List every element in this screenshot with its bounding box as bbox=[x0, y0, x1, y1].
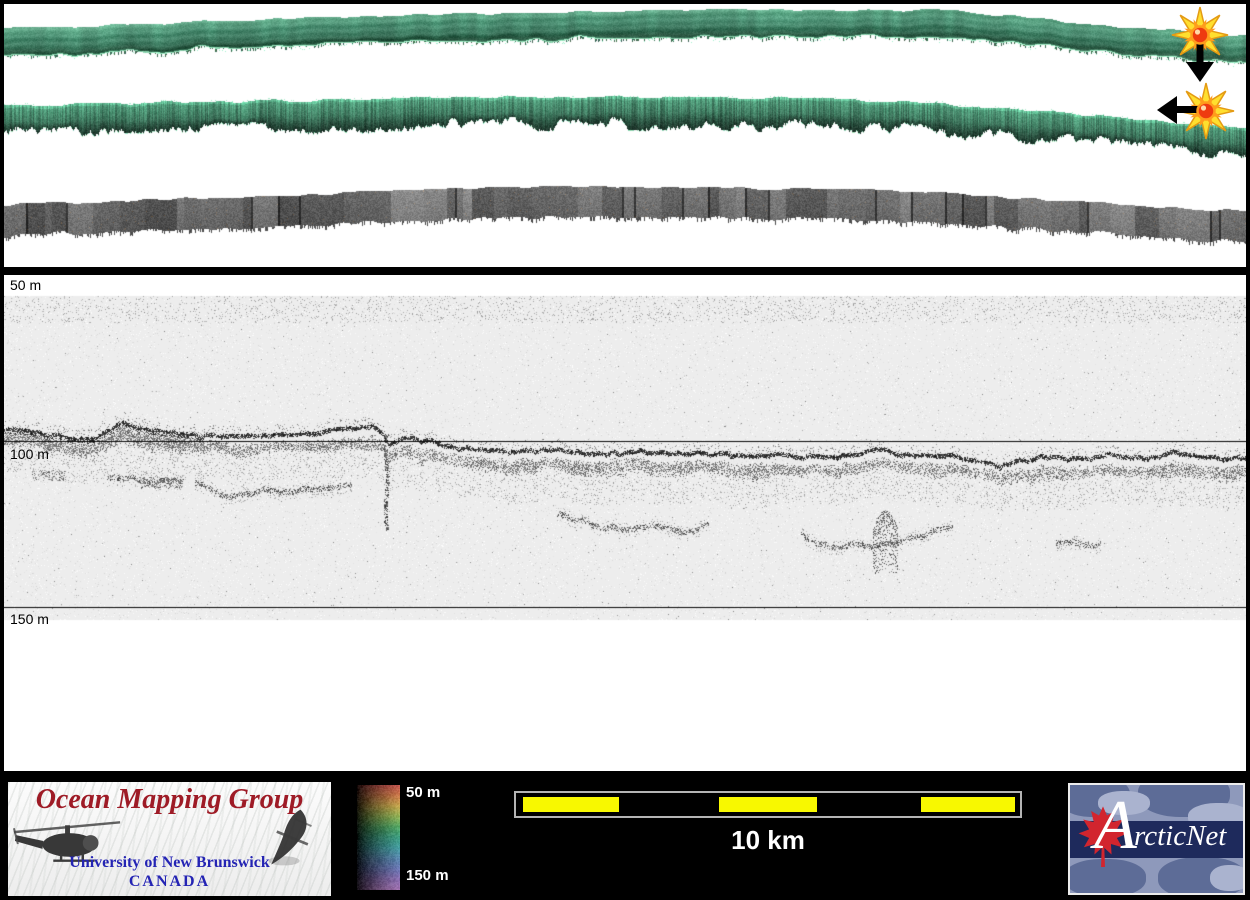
swath-panel bbox=[0, 0, 1250, 271]
maple-leaf-icon bbox=[1078, 806, 1128, 868]
subbottom-echogram-canvas bbox=[4, 275, 1246, 771]
arcticnet-map-blob bbox=[1070, 859, 1146, 893]
depth-colorbar bbox=[357, 785, 400, 890]
omg-logo-title: Ocean Mapping Group bbox=[35, 784, 304, 815]
depth-label-150m: 150 m bbox=[10, 611, 49, 627]
scale-bar-segment-3 bbox=[921, 797, 1015, 812]
subbottom-profile-panel: 50 m 100 m 150 m bbox=[0, 271, 1250, 775]
colorbar-top-label: 50 m bbox=[406, 784, 441, 801]
footer-bar: Ocean Mapping Group University of New Br… bbox=[0, 775, 1250, 900]
swath-canvas bbox=[4, 4, 1246, 267]
arcticnet-wordmark: rcticNet bbox=[1134, 820, 1227, 852]
arcticnet-initial: A bbox=[1094, 787, 1137, 864]
omg-logo: Ocean Mapping Group University of New Br… bbox=[8, 782, 331, 896]
arcticnet-map-blob bbox=[1210, 865, 1243, 891]
scale-bar-segment-1 bbox=[523, 797, 619, 812]
colorbar-bottom-label: 150 m bbox=[406, 867, 449, 884]
omg-country-line: CANADA bbox=[128, 873, 211, 890]
scale-bar-segment-2 bbox=[719, 797, 817, 812]
omg-university-line: University of New Brunswick bbox=[69, 854, 270, 871]
arcticnet-map-blob bbox=[1098, 791, 1150, 815]
depth-label-50m: 50 m bbox=[10, 277, 42, 293]
arcticnet-logo: A rcticNet bbox=[1068, 783, 1245, 895]
helicopter-silhouette-icon bbox=[268, 809, 312, 866]
helicopter-icon bbox=[12, 821, 121, 862]
scale-bar-label: 10 km bbox=[731, 825, 805, 855]
depth-label-100m: 100 m bbox=[10, 446, 49, 462]
scale-bar bbox=[514, 791, 1022, 818]
